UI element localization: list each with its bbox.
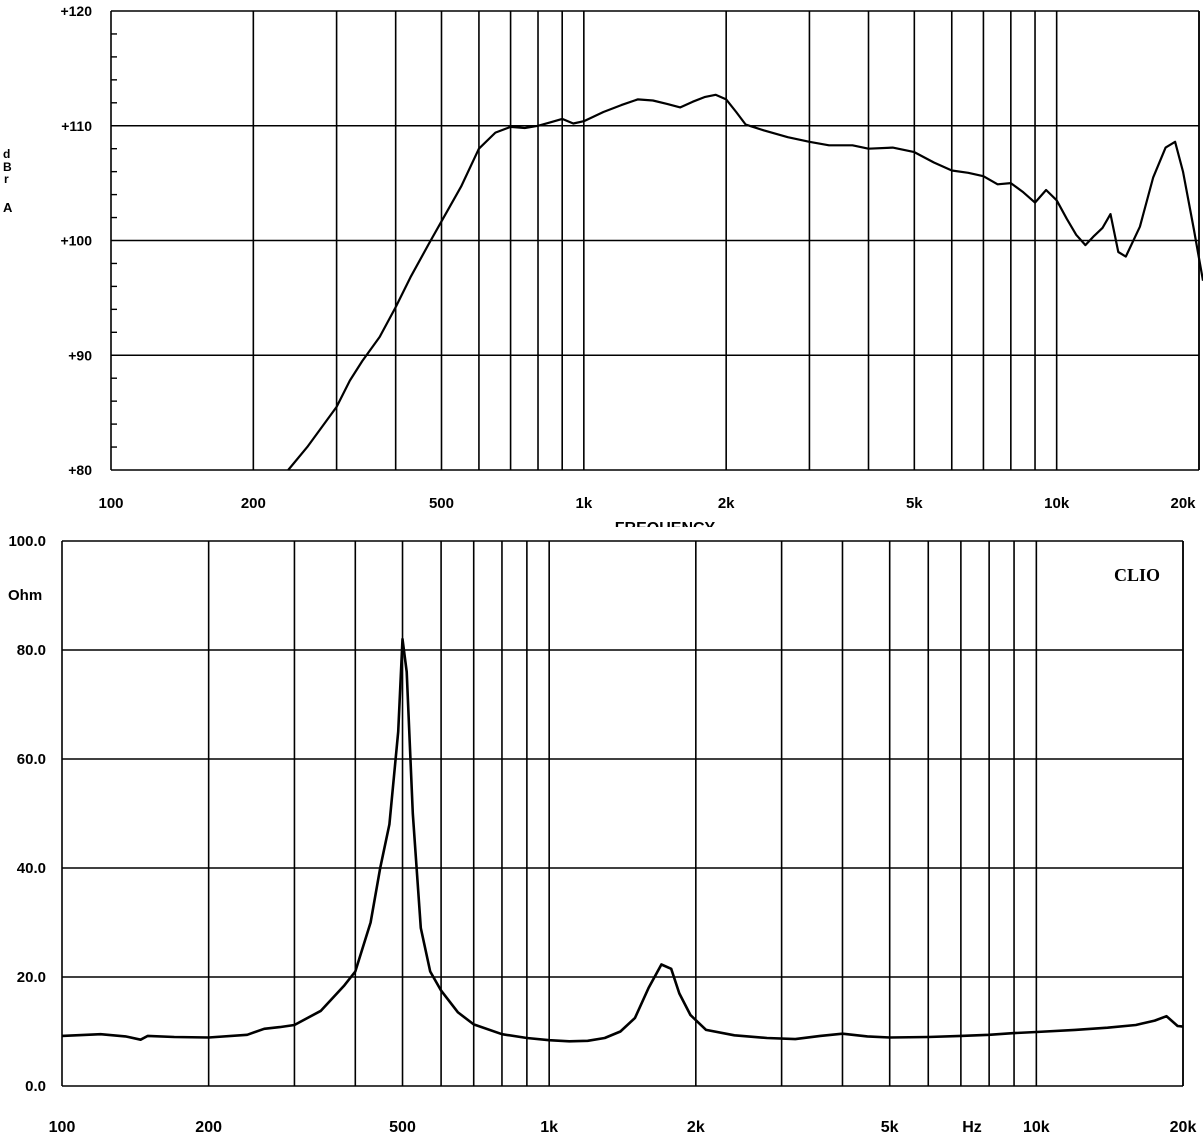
spl-y-tick-label: +110	[61, 118, 92, 134]
impedance-y-tick-labels: 0.0 20.0 40.0 60.0 80.0 100.0	[8, 533, 46, 1095]
spl-y-axis-letter-r: r	[4, 172, 9, 186]
impedance-x-tick-label: 5k	[881, 1119, 899, 1136]
spl-y-axis-letter-d: d	[3, 147, 10, 161]
spl-y-axis-letter-a: A	[3, 200, 13, 215]
impedance-x-tick-label: 10k	[1023, 1119, 1050, 1136]
spl-minor-ticks	[111, 33, 117, 448]
spl-y-tick-label: +90	[68, 347, 92, 363]
impedance-x-tick-label: 100	[49, 1119, 76, 1136]
impedance-y-tick-label: 20.0	[17, 969, 46, 986]
spl-x-tick-label: 500	[429, 495, 454, 512]
impedance-x-tick-label: 20k	[1170, 1119, 1197, 1136]
impedance-y-tick-label: 60.0	[17, 751, 46, 768]
spl-y-tick-label: +100	[60, 233, 92, 249]
spl-x-tick-label: 200	[241, 495, 266, 512]
impedance-grid	[61, 540, 1184, 1087]
spl-x-tick-label: 2k	[718, 495, 735, 512]
clio-brand-label: CLIO	[1114, 565, 1160, 585]
impedance-x-tick-labels: 100 200 500 1k 2k 5k 10k 20k	[49, 1119, 1197, 1136]
spl-chart: +80 +90 +100 +110 +120 100 200 500 1k 2k 5k 10k 20k…	[3, 3, 1203, 537]
impedance-x-tick-label: 1k	[540, 1119, 558, 1136]
spl-x-tick-label: 1k	[575, 495, 592, 512]
impedance-y-axis-title: Ohm	[8, 587, 42, 604]
impedance-x-axis-title: Hz	[962, 1119, 982, 1136]
impedance-x-tick-label: 200	[195, 1119, 222, 1136]
spl-x-tick-label: 5k	[906, 495, 923, 512]
spl-x-tick-label: 20k	[1170, 495, 1196, 512]
impedance-x-tick-label: 500	[389, 1119, 416, 1136]
spl-y-axis-title: d B r A	[3, 147, 13, 215]
impedance-x-tick-label: 2k	[687, 1119, 705, 1136]
spl-y-axis-letter-b: B	[3, 160, 12, 174]
impedance-y-tick-label: 40.0	[17, 860, 46, 877]
spl-x-tick-labels: 100 200 500 1k 2k 5k 10k 20k	[98, 495, 1196, 512]
impedance-curve	[61, 637, 1184, 1043]
impedance-y-tick-label: 80.0	[17, 642, 46, 659]
impedance-y-tick-label: 0.0	[25, 1078, 46, 1095]
spl-x-tick-label: 100	[98, 495, 123, 512]
spl-grid	[110, 10, 1200, 471]
spl-y-tick-label: +120	[60, 3, 92, 19]
chart-separator	[0, 527, 1203, 540]
impedance-y-tick-label: 100.0	[8, 533, 46, 550]
spl-y-tick-labels: +80 +90 +100 +110 +120	[60, 3, 92, 478]
spl-x-tick-label: 10k	[1044, 495, 1070, 512]
impedance-chart: 0.0 20.0 40.0 60.0 80.0 100.0 100 200 500 1k 2k 5k…	[8, 533, 1196, 1136]
spl-y-tick-label: +80	[68, 462, 92, 478]
spl-curve	[287, 93, 1203, 471]
